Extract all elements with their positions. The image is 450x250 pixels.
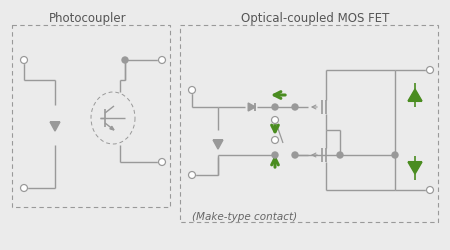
Circle shape [292, 104, 298, 110]
Circle shape [189, 172, 195, 178]
Polygon shape [110, 126, 114, 130]
Circle shape [122, 57, 128, 63]
Circle shape [292, 152, 298, 158]
Polygon shape [50, 122, 60, 131]
Polygon shape [213, 140, 223, 149]
Text: Photocoupler: Photocoupler [49, 12, 127, 25]
Bar [12, 25, 170, 207]
Circle shape [272, 104, 278, 110]
Polygon shape [248, 103, 256, 111]
Circle shape [271, 116, 279, 123]
Circle shape [392, 152, 398, 158]
Circle shape [158, 56, 166, 64]
Circle shape [21, 56, 27, 64]
Text: Optical-coupled MOS FET: Optical-coupled MOS FET [241, 12, 389, 25]
Circle shape [21, 184, 27, 192]
Polygon shape [408, 89, 422, 101]
Circle shape [427, 186, 433, 194]
Circle shape [337, 152, 343, 158]
Text: (Make-type contact): (Make-type contact) [192, 212, 297, 222]
Polygon shape [408, 162, 422, 174]
Circle shape [158, 158, 166, 166]
Circle shape [272, 152, 278, 158]
Circle shape [427, 66, 433, 73]
Circle shape [271, 136, 279, 143]
Bar [180, 25, 438, 222]
Circle shape [189, 86, 195, 94]
